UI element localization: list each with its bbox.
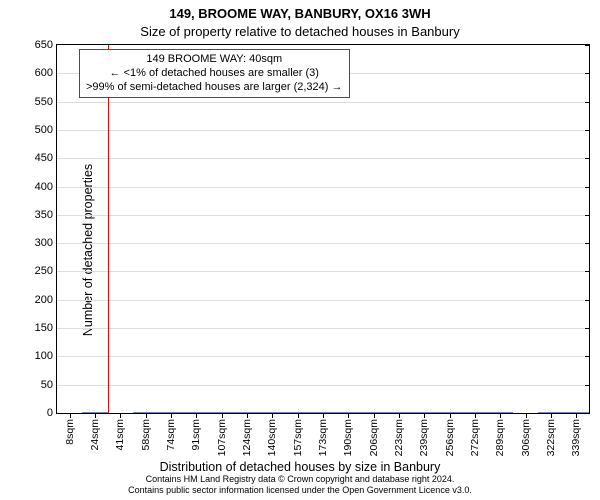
ytick-label: 250	[35, 265, 53, 277]
xtick-mark	[323, 413, 324, 418]
callout-line1: 149 BROOME WAY: 40sqm	[86, 53, 343, 67]
ytick-mark	[585, 130, 590, 131]
xtick-label: 306sqm	[520, 419, 532, 456]
xtick-label: 239sqm	[418, 419, 430, 456]
gridline	[57, 102, 589, 103]
xtick-label: 289sqm	[494, 419, 506, 456]
ytick-mark	[585, 187, 590, 188]
xtick-mark	[222, 413, 223, 418]
ytick-mark	[585, 300, 590, 301]
xtick-mark	[95, 413, 96, 418]
xtick-mark	[272, 413, 273, 418]
xtick-label: 74sqm	[165, 419, 177, 451]
xtick-label: 24sqm	[89, 419, 101, 451]
callout-box: 149 BROOME WAY: 40sqm ← <1% of detached …	[79, 49, 350, 98]
ytick-label: 600	[35, 67, 53, 79]
xtick-mark	[298, 413, 299, 418]
xtick-label: 157sqm	[292, 419, 304, 456]
xtick-label: 190sqm	[342, 419, 354, 456]
gridline	[57, 187, 589, 188]
ytick-label: 200	[35, 294, 53, 306]
xtick-mark	[120, 413, 121, 418]
ytick-mark	[585, 271, 590, 272]
ytick-mark	[585, 45, 590, 46]
xtick-label: 272sqm	[469, 419, 481, 456]
attribution-text: Contains HM Land Registry data © Crown c…	[0, 474, 600, 496]
xtick-label: 41sqm	[114, 419, 126, 451]
gridline	[57, 328, 589, 329]
attribution-line2: Contains public sector information licen…	[0, 485, 600, 496]
gridline	[57, 243, 589, 244]
gridline	[57, 158, 589, 159]
gridline	[57, 356, 589, 357]
attribution-line1: Contains HM Land Registry data © Crown c…	[0, 474, 600, 485]
xtick-mark	[196, 413, 197, 418]
callout-line2: ← <1% of detached houses are smaller (3)	[86, 67, 343, 81]
ytick-mark	[585, 158, 590, 159]
xtick-mark	[576, 413, 577, 418]
ytick-label: 300	[35, 237, 53, 249]
xtick-mark	[348, 413, 349, 418]
xtick-mark	[146, 413, 147, 418]
xtick-mark	[247, 413, 248, 418]
xtick-label: 256sqm	[444, 419, 456, 456]
xtick-mark	[171, 413, 172, 418]
gridline	[57, 130, 589, 131]
ytick-label: 450	[35, 152, 53, 164]
chart-subtitle: Size of property relative to detached ho…	[0, 24, 600, 39]
xtick-label: 124sqm	[241, 419, 253, 456]
xtick-mark	[424, 413, 425, 418]
xtick-mark	[500, 413, 501, 418]
chart-container: 149, BROOME WAY, BANBURY, OX16 3WH Size …	[0, 0, 600, 500]
ytick-mark	[585, 356, 590, 357]
xtick-label: 91sqm	[190, 419, 202, 451]
gridline	[57, 271, 589, 272]
xtick-label: 8sqm	[64, 419, 76, 445]
xtick-mark	[70, 413, 71, 418]
ytick-label: 650	[35, 39, 53, 51]
ytick-label: 350	[35, 209, 53, 221]
chart-title: 149, BROOME WAY, BANBURY, OX16 3WH	[0, 6, 600, 21]
xtick-label: 339sqm	[570, 419, 582, 456]
ytick-label: 100	[35, 350, 53, 362]
ytick-mark	[585, 102, 590, 103]
xtick-label: 140sqm	[266, 419, 278, 456]
xtick-label: 223sqm	[393, 419, 405, 456]
ytick-label: 400	[35, 181, 53, 193]
xtick-mark	[450, 413, 451, 418]
ytick-mark	[585, 215, 590, 216]
callout-line3: >99% of semi-detached houses are larger …	[86, 81, 343, 95]
xtick-mark	[374, 413, 375, 418]
gridline	[57, 385, 589, 386]
bars-container: 8sqm24sqm41sqm58sqm74sqm91sqm107sqm124sq…	[57, 45, 589, 413]
xtick-label: 107sqm	[216, 419, 228, 456]
ytick-mark	[585, 385, 590, 386]
ytick-mark	[585, 243, 590, 244]
xtick-mark	[551, 413, 552, 418]
ytick-mark	[585, 328, 590, 329]
ytick-label: 500	[35, 124, 53, 136]
ytick-label: 50	[41, 379, 53, 391]
xtick-mark	[526, 413, 527, 418]
ytick-label: 0	[47, 407, 53, 419]
x-axis-label: Distribution of detached houses by size …	[0, 460, 600, 474]
xtick-label: 173sqm	[317, 419, 329, 456]
xtick-label: 322sqm	[545, 419, 557, 456]
ytick-label: 550	[35, 96, 53, 108]
marker-line	[108, 45, 110, 413]
gridline	[57, 300, 589, 301]
xtick-label: 58sqm	[140, 419, 152, 451]
xtick-mark	[399, 413, 400, 418]
xtick-mark	[475, 413, 476, 418]
xtick-label: 206sqm	[368, 419, 380, 456]
ytick-mark	[585, 73, 590, 74]
ytick-mark	[585, 413, 590, 414]
plot-area: 8sqm24sqm41sqm58sqm74sqm91sqm107sqm124sq…	[56, 44, 590, 414]
ytick-label: 150	[35, 322, 53, 334]
gridline	[57, 215, 589, 216]
